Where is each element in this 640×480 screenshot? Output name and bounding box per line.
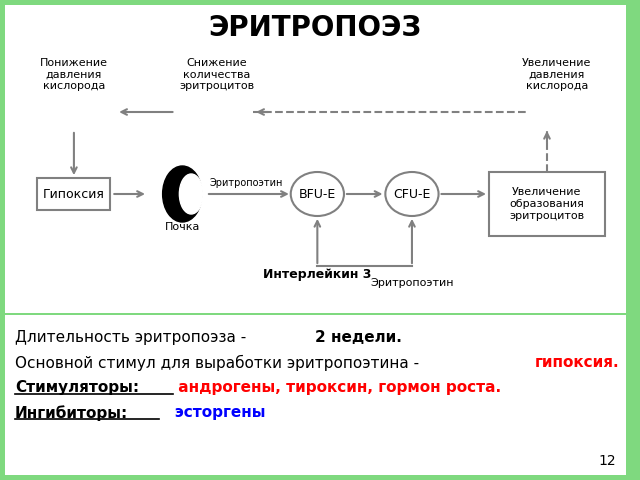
Ellipse shape (385, 172, 438, 216)
Text: Длительность эритропоэза -: Длительность эритропоэза - (15, 330, 251, 345)
Text: Гипоксия: Гипоксия (43, 188, 105, 201)
Ellipse shape (291, 172, 344, 216)
Text: Эритропоэтин: Эритропоэтин (370, 278, 454, 288)
Text: 2 недели.: 2 недели. (315, 330, 402, 345)
FancyBboxPatch shape (5, 5, 626, 313)
FancyBboxPatch shape (38, 178, 110, 210)
Text: андрогены, тироксин, гормон роста.: андрогены, тироксин, гормон роста. (173, 380, 500, 395)
Text: BFU-E: BFU-E (299, 188, 336, 201)
Text: CFU-E: CFU-E (393, 188, 431, 201)
Ellipse shape (163, 166, 202, 222)
Text: Почка: Почка (164, 222, 200, 232)
Text: Интерлейкин 3: Интерлейкин 3 (263, 268, 372, 281)
Text: эсторгены: эсторгены (159, 405, 266, 420)
Text: гипоксия.: гипоксия. (535, 355, 620, 370)
Text: Основной стимул для выработки эритропоэтина -: Основной стимул для выработки эритропоэт… (15, 355, 424, 371)
FancyBboxPatch shape (5, 315, 626, 475)
FancyBboxPatch shape (489, 172, 605, 236)
Text: Увеличение
образования
эритроцитов: Увеличение образования эритроцитов (509, 187, 584, 221)
Text: Стимуляторы:: Стимуляторы: (15, 380, 139, 395)
Text: Увеличение
давления
кислорода: Увеличение давления кислорода (522, 58, 591, 91)
Text: Ингибиторы:: Ингибиторы: (15, 405, 128, 421)
Text: Эритропоэтин: Эритропоэтин (210, 178, 283, 188)
Text: 12: 12 (598, 454, 616, 468)
Text: Понижение
давления
кислорода: Понижение давления кислорода (40, 58, 108, 91)
Text: ЭРИТРОПОЭЗ: ЭРИТРОПОЭЗ (209, 14, 422, 42)
Text: Снижение
количества
эритроцитов: Снижение количества эритроцитов (179, 58, 254, 91)
Ellipse shape (179, 174, 203, 214)
